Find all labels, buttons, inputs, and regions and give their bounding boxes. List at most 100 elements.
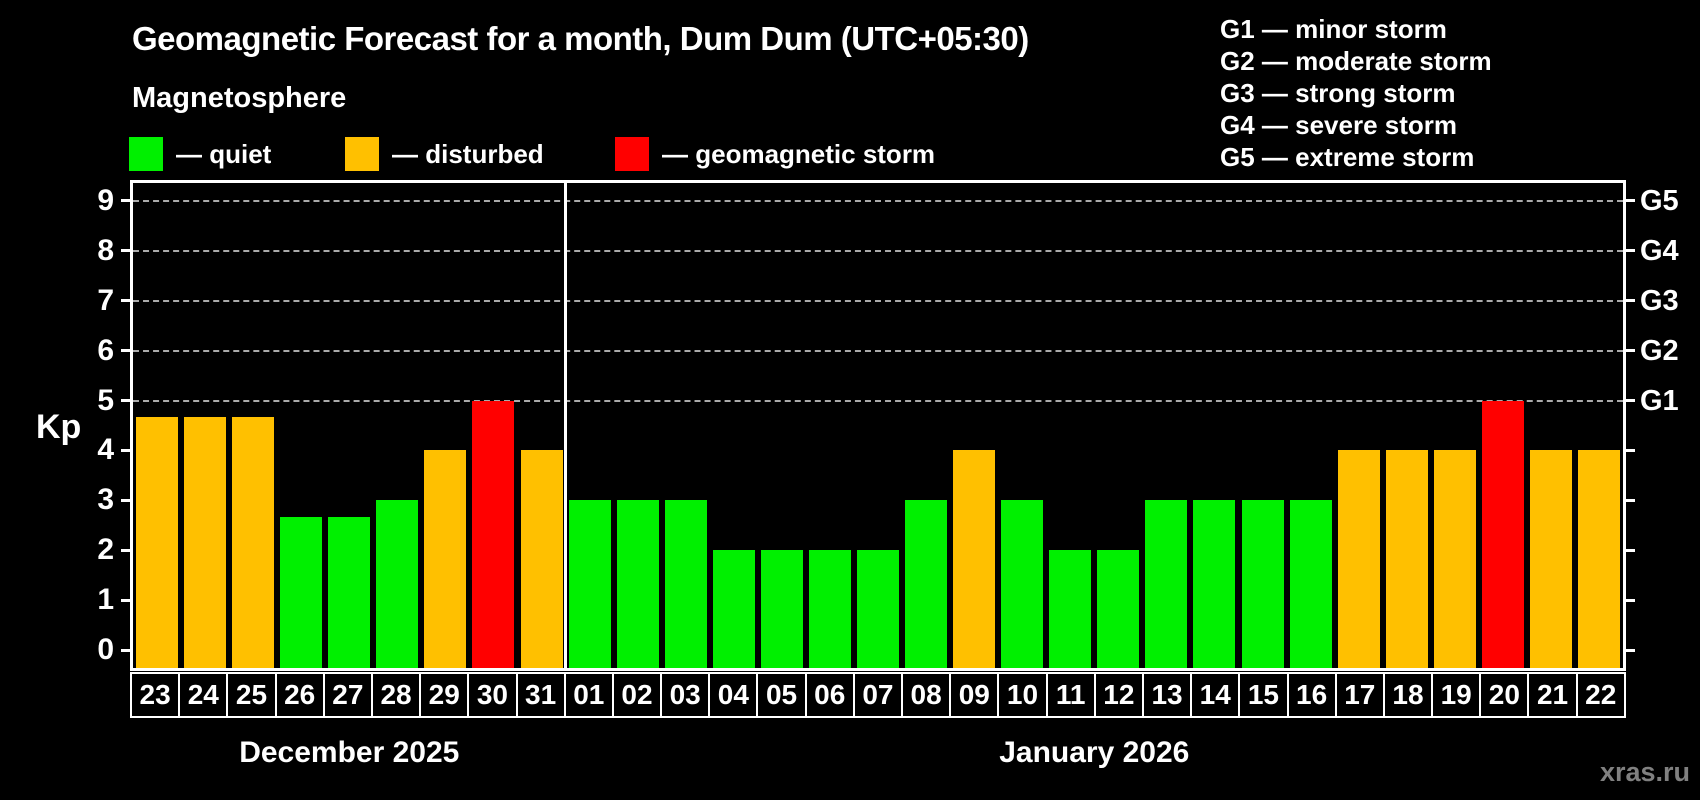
y-tick-label: 7 (97, 283, 114, 317)
y-tick-label: 3 (97, 483, 114, 517)
kp-bar (136, 417, 179, 668)
y-axis-tick-right (1623, 249, 1635, 253)
y-axis-tick-right (1623, 299, 1635, 303)
day-label: 13 (1144, 674, 1193, 716)
kp-bar (1577, 450, 1620, 668)
day-label: 29 (421, 674, 470, 716)
quiet-color-swatch (129, 137, 163, 171)
month-separator-line (564, 183, 568, 668)
y-axis-tick-left (121, 299, 133, 303)
kp-bar (664, 500, 707, 668)
kp-bar (808, 550, 851, 668)
y-axis-tick-right (1623, 498, 1635, 502)
day-label: 18 (1385, 674, 1434, 716)
day-label: 05 (758, 674, 807, 716)
kp-bar (1385, 450, 1428, 668)
day-label: 26 (277, 674, 325, 716)
g-scale-label: G3 (1640, 284, 1679, 317)
y-axis-title: Kp (36, 408, 82, 446)
day-label: 03 (662, 674, 711, 716)
day-label: 02 (614, 674, 663, 716)
kp-bar (1481, 400, 1524, 668)
kp-gridline (133, 299, 1623, 302)
kp-bar (905, 500, 948, 668)
y-tick-label: 2 (97, 533, 114, 567)
day-label: 14 (1192, 674, 1241, 716)
y-axis-tick-left (121, 249, 133, 253)
day-label: 28 (373, 674, 422, 716)
y-axis-tick-left (121, 598, 133, 602)
storm-scale-g3: G3 — strong storm (1220, 78, 1456, 108)
kp-gridline (133, 249, 1623, 252)
kp-gridline (133, 349, 1623, 352)
day-label: 07 (855, 674, 903, 716)
kp-bar (760, 550, 803, 668)
kp-bar (616, 500, 659, 668)
kp-bar (424, 450, 467, 668)
y-axis-tick-right (1623, 548, 1635, 552)
y-axis-tick-left (121, 548, 133, 552)
y-tick-label: 6 (97, 333, 114, 367)
day-label: 24 (180, 674, 229, 716)
legend-label-quiet: — quiet (176, 139, 272, 169)
day-label: 09 (951, 674, 1000, 716)
g-scale-label: G5 (1640, 184, 1679, 217)
y-axis-tick-left (121, 199, 133, 203)
day-label: 16 (1289, 674, 1337, 716)
kp-bar (1289, 500, 1332, 668)
day-label: 25 (228, 674, 277, 716)
chart-title: Geomagnetic Forecast for a month, Dum Du… (132, 20, 1029, 57)
day-label: 20 (1481, 674, 1530, 716)
kp-bar (472, 400, 515, 668)
disturbed-color-swatch (345, 137, 379, 171)
day-label: 23 (132, 674, 181, 716)
kp-gridline (133, 399, 1623, 402)
y-axis-tick-right (1623, 349, 1635, 353)
legend-label-storm: — geomagnetic storm (662, 139, 936, 169)
kp-bar (520, 450, 563, 668)
day-label: 08 (903, 674, 952, 716)
month-label-january: January 2026 (999, 736, 1190, 769)
day-axis-row: 23 24 25 26 27 28 29 30 31 01 02 03 04 05 06 07 08 09 10 11… (130, 672, 1626, 718)
day-label: 06 (807, 674, 855, 716)
kp-bar (1145, 500, 1188, 668)
storm-scale-g4: G4 — severe storm (1220, 110, 1458, 140)
day-label: 12 (1096, 674, 1144, 716)
kp-bar (1433, 450, 1476, 668)
y-axis-tick-left (121, 399, 133, 403)
y-axis-tick-right (1623, 448, 1635, 452)
kp-bar (1193, 500, 1236, 668)
kp-bar (857, 550, 899, 668)
kp-gridline (133, 199, 1623, 202)
y-axis-tick-left (121, 448, 133, 452)
y-tick-label: 0 (97, 633, 114, 666)
kp-bar (1097, 550, 1140, 668)
kp-bar (328, 516, 371, 668)
y-tick-label: 5 (97, 383, 114, 417)
day-label: 19 (1433, 674, 1482, 716)
day-label: 22 (1585, 679, 1617, 710)
g-scale-label: G4 (1640, 234, 1679, 267)
kp-bar (1529, 450, 1572, 668)
kp-bar (280, 516, 323, 668)
kp-bar (953, 450, 996, 668)
month-label-december: December 2025 (239, 736, 460, 769)
watermark: xras.ru (1599, 757, 1690, 787)
chart-subtitle: Magnetosphere (132, 82, 347, 114)
y-tick-label: 8 (97, 233, 114, 267)
storm-color-swatch (615, 137, 649, 171)
y-axis-tick-left (121, 498, 133, 502)
day-label: 30 (469, 674, 518, 716)
day-label: 10 (999, 674, 1048, 716)
day-label: 21 (1529, 674, 1578, 716)
y-tick-label: 9 (97, 183, 114, 217)
legend-label-disturbed: — disturbed (392, 139, 544, 169)
y-tick-label: 4 (97, 433, 114, 467)
y-axis-tick-right (1623, 598, 1635, 602)
g-scale-label: G2 (1640, 334, 1679, 367)
plot-area (130, 180, 1626, 671)
storm-scale-g2: G2 — moderate storm (1220, 46, 1492, 76)
g-scale-label: G1 (1640, 384, 1679, 417)
storm-scale-legend: G1 — minor storm G2 — moderate storm G3 … (1220, 13, 1492, 173)
